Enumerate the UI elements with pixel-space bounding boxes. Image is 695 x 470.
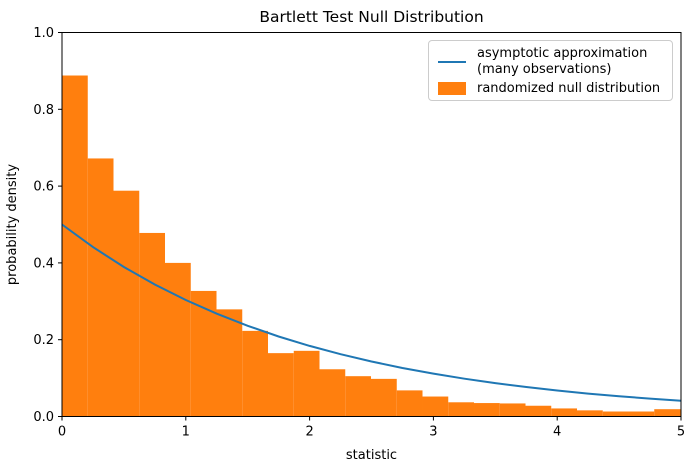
- x-tick-label: 2: [305, 425, 313, 440]
- histogram-bar: [293, 350, 320, 417]
- legend-randomized-line1: randomized null distribution: [477, 80, 661, 96]
- histogram-bar: [113, 190, 140, 417]
- histogram-bar: [396, 390, 423, 417]
- y-tick-label: 0.6: [33, 180, 54, 195]
- x-axis-label: statistic: [346, 448, 397, 463]
- legend-asymptotic-line2: (many observations): [477, 61, 612, 77]
- histogram-bar: [216, 309, 243, 417]
- y-tick-label: 0.8: [33, 103, 54, 118]
- y-tick-label: 0.0: [33, 410, 54, 425]
- chart-title: Bartlett Test Null Distribution: [259, 8, 483, 26]
- histogram-bar: [165, 262, 191, 417]
- x-tick-label: 3: [429, 425, 437, 440]
- legend-asymptotic-line1: asymptotic approximation: [477, 46, 648, 61]
- histogram-bar: [62, 75, 88, 417]
- y-tick-label: 1.0: [33, 26, 54, 41]
- legend-patch-swatch: [438, 82, 466, 96]
- histogram-bar: [371, 378, 397, 417]
- histogram-bar: [268, 353, 294, 417]
- histogram-bar: [577, 410, 603, 417]
- histogram-bar: [628, 411, 655, 417]
- x-tick-label: 1: [182, 425, 190, 440]
- legend-line-swatch: [438, 60, 466, 63]
- y-axis-ticks: 0.0 0.2 0.4 0.6 0.8 1.0: [33, 26, 62, 425]
- histogram-bar: [448, 402, 475, 417]
- legend-item-asymptotic: asymptotic approximation (many observati…: [438, 46, 663, 78]
- histogram-bar: [499, 403, 526, 417]
- histogram-bar: [87, 158, 114, 417]
- histogram-bars: [62, 75, 681, 417]
- histogram-bar: [242, 330, 269, 417]
- legend-item-asymptotic-label: asymptotic approximation (many observati…: [477, 46, 647, 78]
- histogram-bar: [139, 232, 166, 417]
- plot-area-frame: [61, 32, 682, 417]
- y-tick-label: 0.4: [33, 256, 54, 271]
- histogram-bar: [319, 369, 346, 417]
- x-axis-ticks: 0 1 2 3 4 5: [58, 416, 685, 440]
- legend-item-randomized-label: randomized null distribution: [477, 81, 660, 97]
- histogram-bar: [474, 403, 500, 417]
- x-tick-label: 4: [553, 425, 561, 440]
- histogram-bar: [345, 376, 372, 417]
- histogram-bar: [654, 409, 681, 417]
- y-axis-label: probability density: [5, 164, 20, 285]
- x-tick-label: 5: [677, 425, 685, 440]
- y-tick-label: 0.2: [33, 333, 54, 348]
- histogram-bar: [525, 405, 552, 417]
- histogram-bar: [190, 290, 217, 417]
- x-tick-label: 0: [58, 425, 66, 440]
- histogram-bar: [551, 408, 578, 417]
- histogram-bar: [602, 411, 629, 417]
- legend: asymptotic approximation (many observati…: [428, 40, 673, 101]
- legend-item-randomized: randomized null distribution: [438, 81, 663, 97]
- asymptotic-curve: [61, 223, 682, 402]
- histogram-bar: [422, 396, 449, 417]
